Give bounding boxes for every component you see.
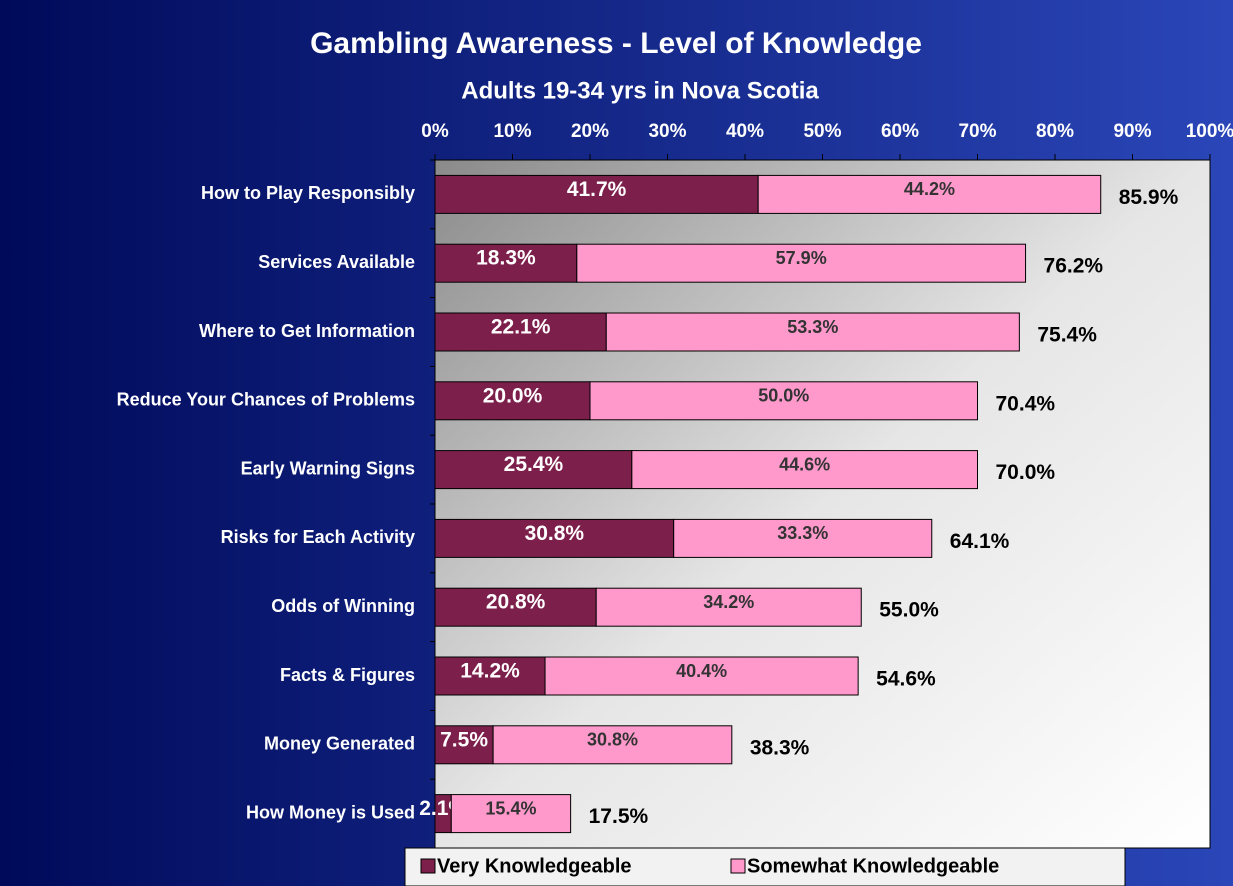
data-label: 30.8% — [525, 522, 585, 545]
x-tick-label: 90% — [1113, 121, 1151, 142]
bar-segment — [450, 794, 572, 834]
data-label: 34.2% — [703, 592, 754, 612]
bar-segment — [544, 656, 859, 696]
y-tick-label: Early Warning Signs — [241, 458, 415, 478]
bar-segment — [595, 587, 862, 627]
chart-subtitle: Adults 19-34 yrs in Nova Scotia — [461, 77, 819, 104]
data-label: 25.4% — [504, 453, 564, 476]
x-tick-label: 50% — [803, 121, 841, 142]
x-tick-label: 30% — [648, 121, 686, 142]
x-tick-label: 0% — [421, 121, 449, 142]
bar-segment — [631, 450, 978, 490]
total-label: 70.4% — [996, 392, 1056, 415]
total-label: 70.0% — [996, 461, 1056, 484]
data-label: 20.8% — [486, 591, 546, 614]
data-label: 22.1% — [491, 316, 551, 339]
chart-title: Gambling Awareness - Level of Knowledge — [310, 27, 922, 60]
data-label: 33.3% — [777, 523, 828, 543]
data-label: 14.2% — [460, 660, 520, 683]
legend-swatch — [730, 858, 746, 874]
bar-segment — [434, 587, 597, 627]
x-tick-label: 60% — [881, 121, 919, 142]
total-label: 75.4% — [1037, 324, 1097, 347]
bar-segment — [434, 450, 633, 490]
y-tick-label: Reduce Your Chances of Problems — [117, 390, 415, 410]
data-label: 30.8% — [587, 730, 638, 750]
legend-label: Somewhat Knowledgeable — [747, 855, 999, 877]
bar-segment — [673, 518, 933, 558]
bar-segment — [434, 312, 607, 352]
bar-segment — [589, 381, 978, 421]
data-label: 7.5% — [440, 728, 488, 751]
y-tick-label: Risks for Each Activity — [221, 527, 415, 547]
y-tick-label: Where to Get Information — [199, 321, 415, 341]
data-label: 50.0% — [758, 386, 809, 406]
bar-segment — [434, 174, 759, 214]
bar-segment — [434, 656, 546, 696]
y-tick-label: How Money is Used — [246, 802, 415, 822]
legend-label: Very Knowledgeable — [437, 855, 632, 877]
x-tick-label: 70% — [958, 121, 996, 142]
total-label: 64.1% — [950, 530, 1010, 553]
x-tick-label: 100% — [1186, 121, 1233, 142]
data-label: 18.3% — [476, 247, 536, 270]
legend-swatch — [420, 858, 436, 874]
total-label: 55.0% — [879, 599, 939, 622]
bar-segment — [434, 381, 591, 421]
x-tick-label: 20% — [571, 121, 609, 142]
y-tick-label: Facts & Figures — [280, 665, 415, 685]
bar-segment — [576, 243, 1027, 283]
data-label: 57.9% — [776, 248, 827, 268]
total-label: 85.9% — [1119, 186, 1179, 209]
y-tick-label: Money Generated — [264, 734, 415, 754]
bar-segment — [757, 174, 1102, 214]
data-label: 44.2% — [904, 179, 955, 199]
total-label: 76.2% — [1044, 255, 1104, 278]
x-tick-label: 40% — [726, 121, 764, 142]
bar-segment — [605, 312, 1020, 352]
total-label: 17.5% — [589, 805, 649, 828]
x-tick-label: 80% — [1036, 121, 1074, 142]
y-tick-label: Odds of Winning — [271, 596, 415, 616]
data-label: 44.6% — [779, 454, 830, 474]
bar-segment — [492, 725, 733, 765]
data-label: 53.3% — [787, 317, 838, 337]
data-label: 20.0% — [483, 384, 543, 407]
bar-segment — [434, 518, 675, 558]
bar-segment — [434, 243, 578, 283]
total-label: 38.3% — [750, 736, 810, 759]
data-label: 41.7% — [567, 178, 627, 201]
data-label: 40.4% — [676, 661, 727, 681]
total-label: 54.6% — [876, 668, 936, 691]
x-tick-label: 10% — [493, 121, 531, 142]
bar-segment — [434, 725, 494, 765]
y-tick-label: Services Available — [258, 252, 415, 272]
data-label: 15.4% — [485, 798, 536, 818]
y-tick-label: How to Play Responsibly — [201, 183, 415, 203]
legend — [404, 847, 1126, 886]
